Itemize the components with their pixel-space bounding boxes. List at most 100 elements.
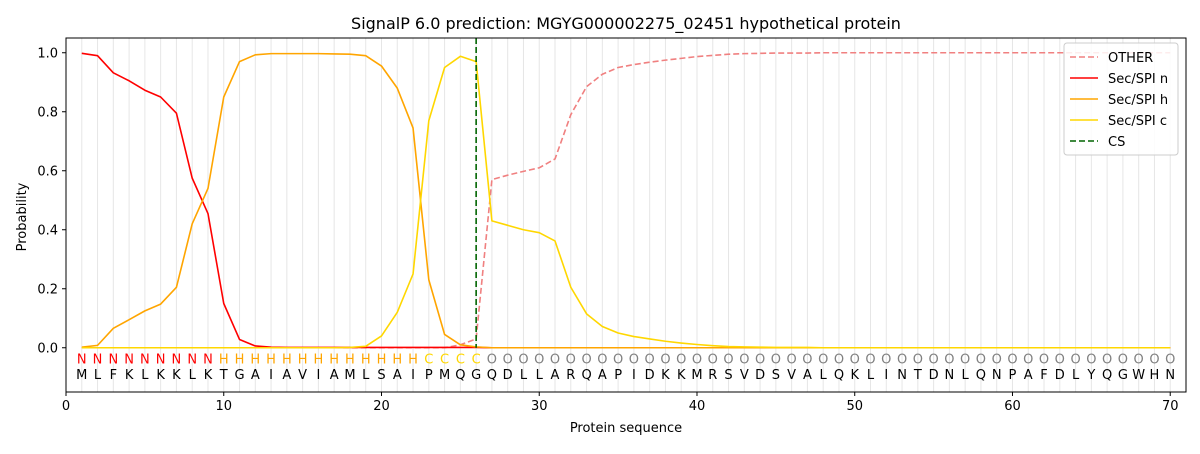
chart-title: SignalP 6.0 prediction: MGYG000002275_02… bbox=[351, 14, 901, 34]
region-label: H bbox=[377, 352, 387, 367]
residue-label: I bbox=[632, 368, 636, 383]
region-label: O bbox=[960, 352, 970, 367]
region-label: H bbox=[235, 352, 245, 367]
residue-label: D bbox=[503, 368, 513, 383]
region-label: O bbox=[1118, 352, 1128, 367]
region-label: N bbox=[108, 352, 118, 367]
x-tick-label: 20 bbox=[373, 399, 390, 414]
residue-label: L bbox=[962, 368, 970, 383]
residue-label: Q bbox=[581, 368, 591, 383]
residue-label: R bbox=[566, 368, 575, 383]
x-tick-label: 60 bbox=[1004, 399, 1021, 414]
residue-label: A bbox=[598, 368, 607, 383]
residue-label: L bbox=[141, 368, 149, 383]
region-label: N bbox=[93, 352, 103, 367]
residue-label: I bbox=[411, 368, 415, 383]
region-label: O bbox=[881, 352, 891, 367]
residue-label: A bbox=[551, 368, 560, 383]
series-line-sec-spi-n bbox=[81, 52, 1171, 349]
residue-label: L bbox=[820, 368, 828, 383]
region-label: H bbox=[408, 352, 418, 367]
region-label: O bbox=[1023, 352, 1033, 367]
residue-label: Q bbox=[1102, 368, 1112, 383]
residue-label: R bbox=[708, 368, 717, 383]
x-tick-label: 40 bbox=[689, 399, 706, 414]
residue-label: F bbox=[110, 368, 117, 383]
region-label: O bbox=[708, 352, 718, 367]
region-label: O bbox=[739, 352, 749, 367]
region-label: O bbox=[755, 352, 765, 367]
residue-label: A bbox=[393, 368, 402, 383]
region-label: O bbox=[802, 352, 812, 367]
region-label: O bbox=[913, 352, 923, 367]
residue-label: A bbox=[251, 368, 260, 383]
region-label: O bbox=[550, 352, 560, 367]
residue-label: Q bbox=[976, 368, 986, 383]
residue-label: P bbox=[425, 368, 433, 383]
residue-label: N bbox=[945, 368, 955, 383]
residue-label: L bbox=[362, 368, 370, 383]
legend-label: Sec/SPI c bbox=[1108, 114, 1167, 129]
region-label: H bbox=[314, 352, 324, 367]
series-line-sec-spi-c bbox=[81, 55, 1171, 349]
residue-label: D bbox=[755, 368, 765, 383]
region-label: H bbox=[219, 352, 229, 367]
residue-label: W bbox=[1132, 368, 1145, 383]
legend-label: Sec/SPI n bbox=[1108, 72, 1168, 87]
residue-label: D bbox=[929, 368, 939, 383]
residue-label: G bbox=[471, 368, 481, 383]
region-label: O bbox=[897, 352, 907, 367]
region-label: O bbox=[692, 352, 702, 367]
region-label: N bbox=[77, 352, 87, 367]
residue-label: Y bbox=[1086, 368, 1095, 383]
residue-label: S bbox=[724, 368, 732, 383]
residue-label: N bbox=[1165, 368, 1175, 383]
region-label: N bbox=[203, 352, 213, 367]
residue-label: T bbox=[219, 368, 228, 383]
region-label: O bbox=[645, 352, 655, 367]
region-label: O bbox=[1007, 352, 1017, 367]
region-label: O bbox=[534, 352, 544, 367]
region-label: O bbox=[487, 352, 497, 367]
region-label: O bbox=[818, 352, 828, 367]
residue-label: A bbox=[1024, 368, 1033, 383]
x-tick-label: 70 bbox=[1162, 399, 1179, 414]
region-label: O bbox=[581, 352, 591, 367]
region-label: N bbox=[124, 352, 134, 367]
residue-label: F bbox=[1040, 368, 1047, 383]
residue-label: L bbox=[1072, 368, 1080, 383]
region-label: O bbox=[723, 352, 733, 367]
region-label: H bbox=[345, 352, 355, 367]
region-label: O bbox=[1102, 352, 1112, 367]
sequence-annotations: NMNLNFNKNLNKNKNLNKHTHGHAHIHAHVHIHAHMHLHS… bbox=[76, 352, 1175, 383]
residue-label: L bbox=[536, 368, 544, 383]
residue-label: I bbox=[884, 368, 888, 383]
region-label: O bbox=[613, 352, 623, 367]
residue-label: K bbox=[677, 368, 686, 383]
residue-label: I bbox=[269, 368, 273, 383]
legend: OTHER Sec/SPI n Sec/SPI h Sec/SPI c CS bbox=[1063, 42, 1179, 156]
grid-lines bbox=[81, 38, 1171, 392]
y-axis-label: Probability bbox=[15, 182, 30, 251]
residue-label: A bbox=[803, 368, 812, 383]
region-label: O bbox=[1086, 352, 1096, 367]
region-label: O bbox=[1149, 352, 1159, 367]
residue-label: K bbox=[172, 368, 181, 383]
region-label: N bbox=[156, 352, 166, 367]
residue-label: A bbox=[282, 368, 291, 383]
residue-label: K bbox=[156, 368, 165, 383]
x-tick-label: 30 bbox=[531, 399, 548, 414]
residue-label: V bbox=[740, 368, 749, 383]
residue-label: G bbox=[234, 368, 244, 383]
region-label: H bbox=[298, 352, 308, 367]
residue-label: D bbox=[1055, 368, 1065, 383]
residue-label: Q bbox=[834, 368, 844, 383]
region-label: O bbox=[503, 352, 513, 367]
residue-label: V bbox=[787, 368, 796, 383]
legend-label: CS bbox=[1108, 135, 1125, 150]
axes: 0 10 20 30 40 50 60 70 0.0 0.2 0.4 0.6 0.8 1.0 bbox=[37, 37, 1187, 414]
residue-label: M bbox=[76, 368, 87, 383]
region-label: H bbox=[329, 352, 339, 367]
region-label: H bbox=[266, 352, 276, 367]
